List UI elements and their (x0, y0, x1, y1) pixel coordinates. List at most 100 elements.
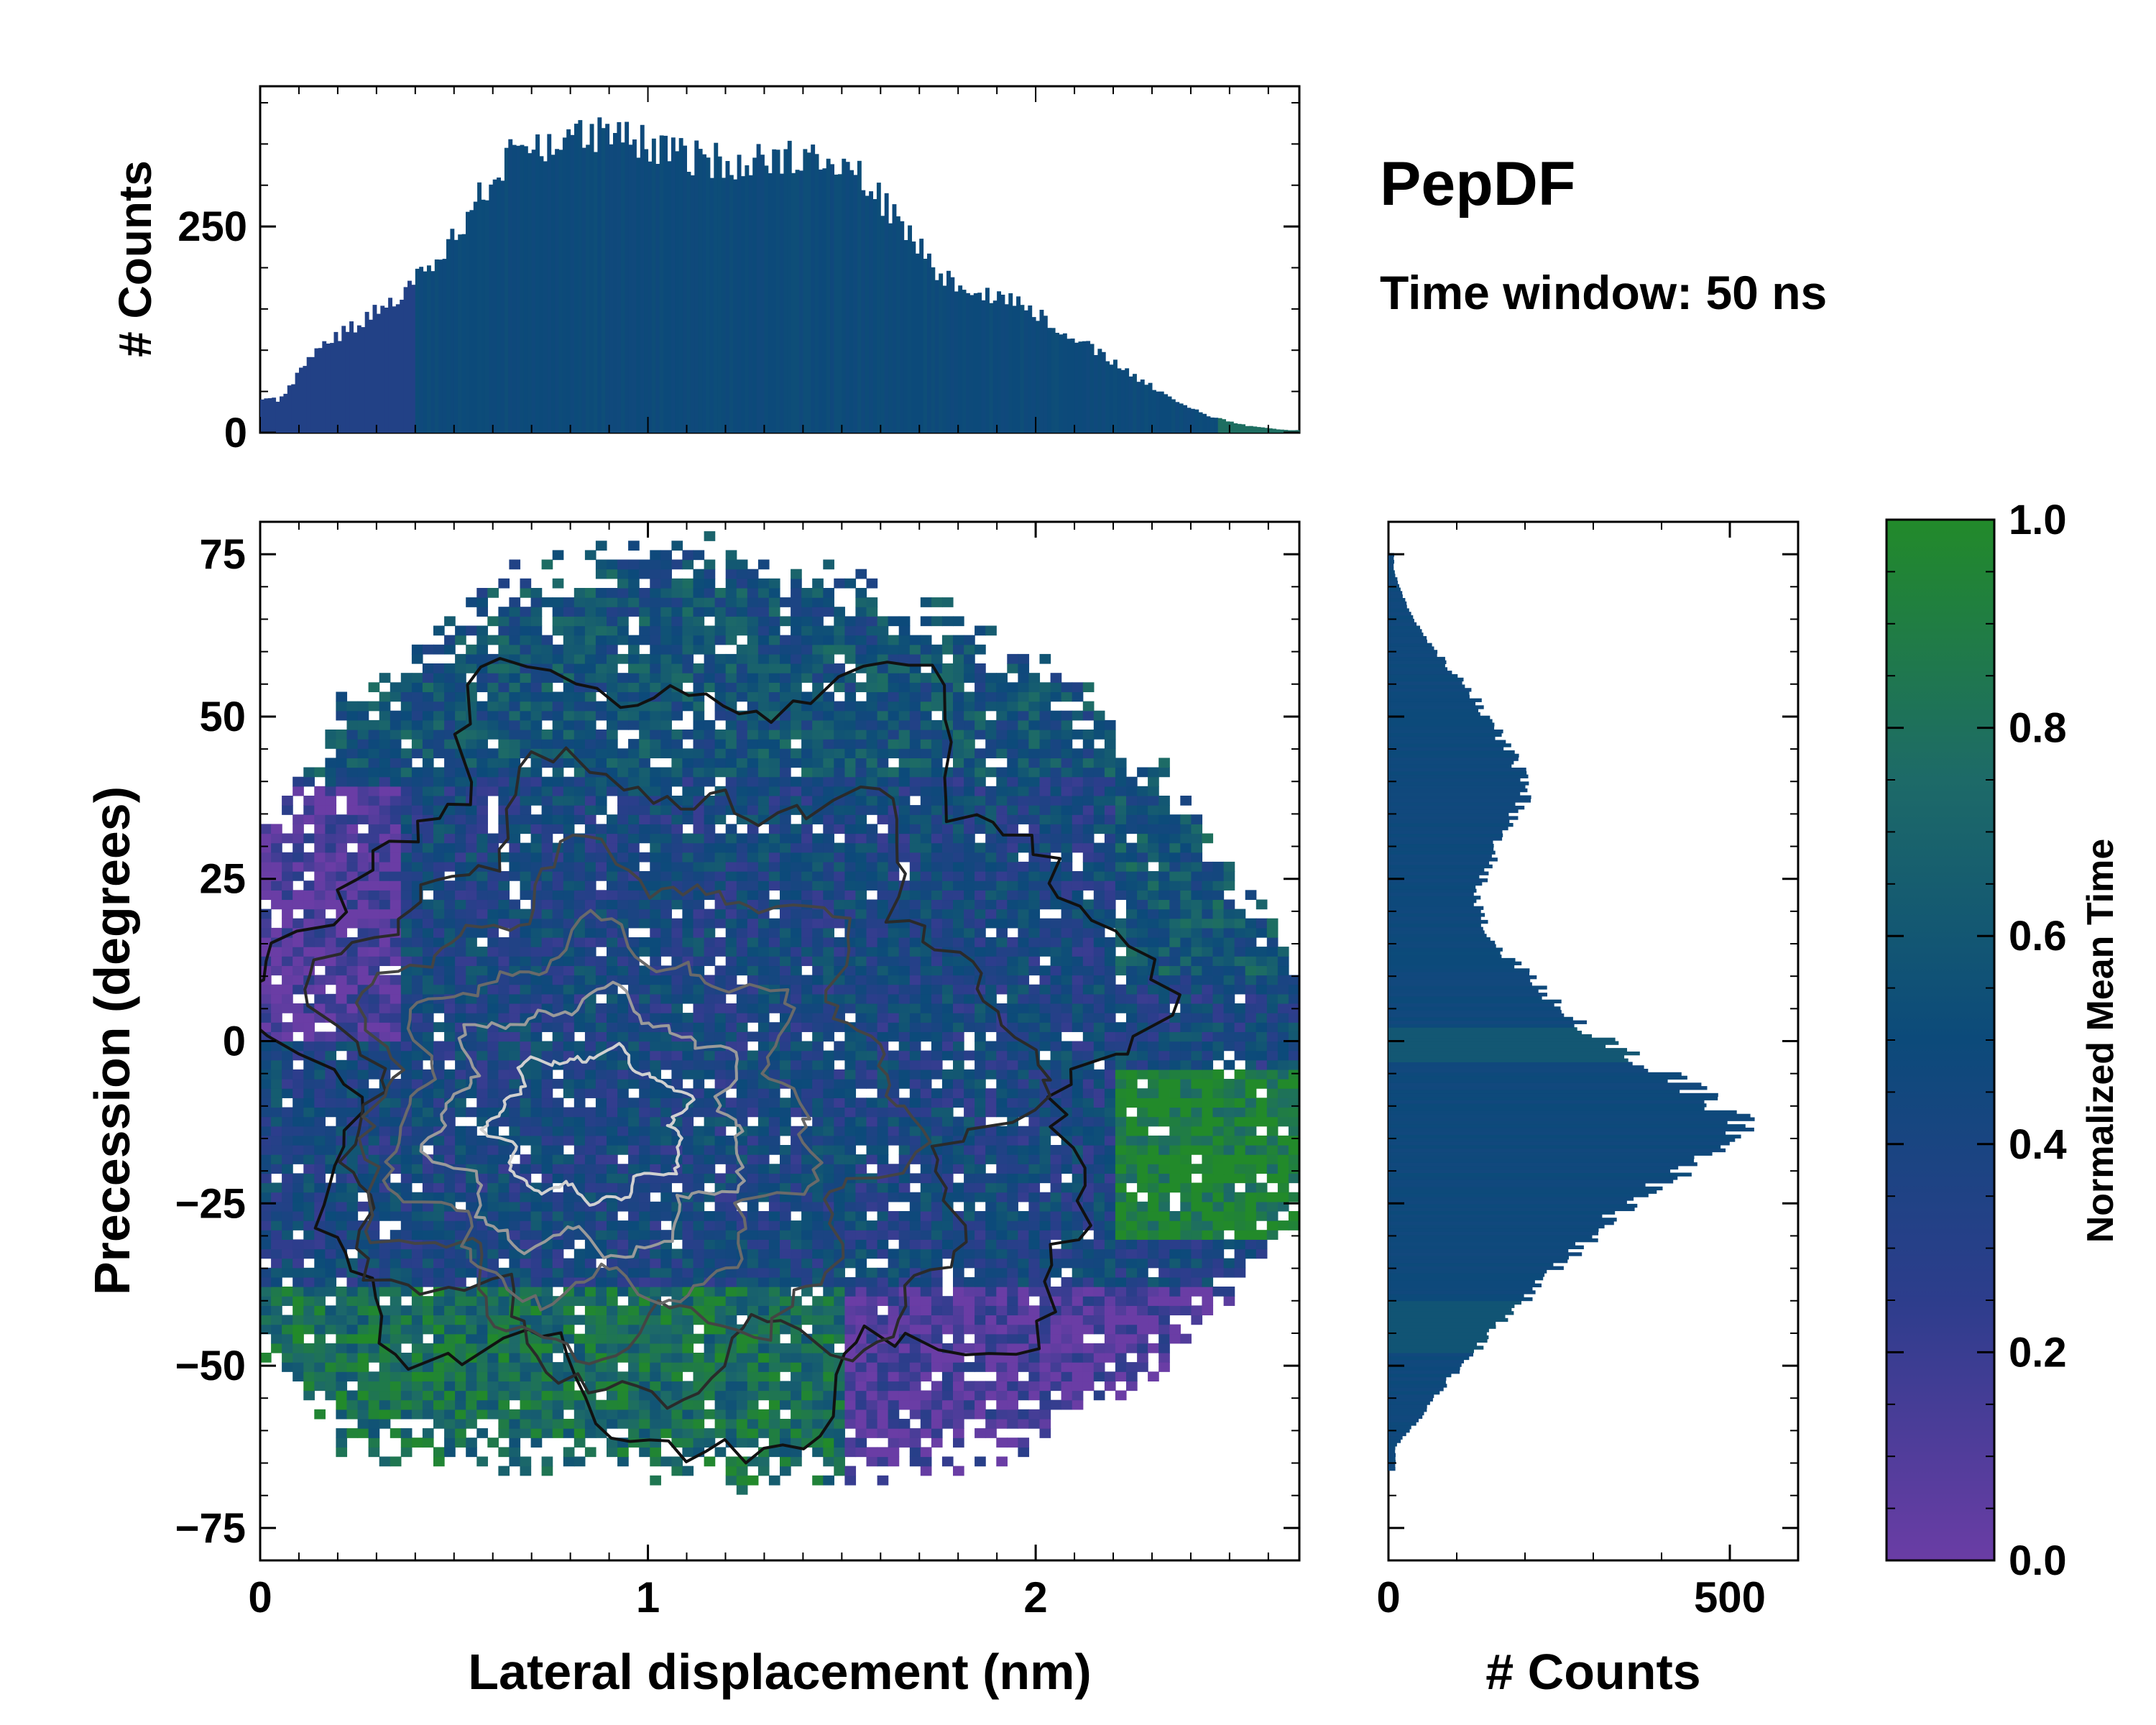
heatmap-cell (931, 1276, 943, 1287)
heatmap-cell (639, 1353, 650, 1363)
heatmap-cell (639, 1390, 650, 1401)
heatmap-cell (985, 993, 997, 1004)
heatmap-cell (801, 1201, 813, 1212)
heatmap-cell (1202, 1107, 1214, 1118)
heatmap-cell (747, 1079, 759, 1089)
heatmap-cell (411, 1220, 423, 1230)
heatmap-cell (660, 1154, 672, 1164)
heatmap-cell (552, 1201, 564, 1212)
heatmap-cell (303, 1098, 315, 1108)
heatmap-cell (877, 1107, 889, 1118)
heatmap-cell (866, 1296, 878, 1306)
heatmap-cell (292, 1022, 304, 1032)
heatmap-cell (1202, 1079, 1214, 1089)
heatmap-cell (964, 965, 975, 976)
heatmap-cell (303, 1164, 315, 1174)
heatmap-cell (455, 1381, 466, 1392)
heatmap-cell (791, 1031, 802, 1042)
top-hist-bar (927, 253, 931, 433)
heatmap-cell (541, 1287, 553, 1297)
heatmap-cell (260, 1079, 272, 1089)
heatmap-cell (682, 1466, 694, 1476)
heatmap-cell (964, 1192, 975, 1202)
heatmap-cell (768, 1164, 780, 1174)
top-hist-bar (597, 117, 602, 433)
heatmap-cell (1212, 1230, 1225, 1240)
heatmap-cell (422, 1220, 434, 1230)
heatmap-cell (1082, 1371, 1095, 1382)
heatmap-cell (834, 1456, 845, 1467)
heatmap-cell (975, 1154, 986, 1164)
heatmap-cell (996, 956, 1008, 967)
heatmap-cell (866, 1456, 878, 1467)
heatmap-cell (834, 1419, 845, 1429)
heatmap-cell (888, 1022, 900, 1032)
heatmap-cell (1245, 1220, 1257, 1230)
heatmap-cell (996, 1239, 1008, 1250)
heatmap-cell (1082, 1362, 1095, 1372)
heatmap-cell (282, 1220, 293, 1230)
heatmap-cell (1072, 1333, 1084, 1344)
heatmap-cell (1082, 1305, 1095, 1316)
top-hist-bar (1237, 423, 1242, 433)
heatmap-cell (455, 1371, 466, 1382)
heatmap-cell (520, 956, 532, 967)
heatmap-cell (866, 1022, 878, 1032)
heatmap-cell (476, 1059, 488, 1070)
heatmap-cell (791, 1173, 802, 1184)
heatmap-cell (964, 1069, 975, 1080)
heatmap-cell (909, 1041, 921, 1052)
heatmap-cell (725, 956, 737, 967)
heatmap-cell (1115, 1362, 1127, 1372)
heatmap-cell (282, 1315, 293, 1325)
heatmap-cell (985, 1428, 997, 1438)
heatmap-cell (444, 975, 456, 985)
heatmap-cell (552, 965, 564, 976)
heatmap-cell (563, 1230, 575, 1240)
heatmap-cell (682, 975, 694, 985)
heatmap-cell (791, 1438, 802, 1448)
heatmap-cell (303, 1296, 315, 1306)
heatmap-cell (780, 965, 791, 976)
heatmap-cell (1234, 937, 1246, 947)
heatmap-cell (390, 975, 402, 985)
heatmap-cell (704, 1248, 716, 1259)
heatmap-cell (584, 1041, 596, 1052)
heatmap-cell (866, 1041, 878, 1052)
heatmap-cell (282, 1258, 293, 1269)
heatmap-cell (834, 1145, 845, 1155)
heatmap-cell (975, 1333, 986, 1344)
heatmap-cell (1212, 993, 1225, 1004)
heatmap-cell (390, 1456, 402, 1467)
heatmap-cell (704, 1107, 716, 1118)
heatmap-cell (747, 1371, 759, 1382)
heatmap-cell (920, 1371, 932, 1382)
heatmap-cell (1169, 1098, 1181, 1108)
heatmap-cell (931, 1296, 943, 1306)
heatmap-cell (1018, 1305, 1030, 1316)
heatmap-cell (1039, 1248, 1051, 1259)
heatmap-cell (617, 1013, 629, 1023)
heatmap-cell (768, 1230, 780, 1240)
heatmap-cell (573, 1135, 586, 1146)
heatmap-cell (520, 1088, 532, 1098)
heatmap-cell (314, 1296, 326, 1306)
heatmap-cell (639, 1031, 650, 1042)
heatmap-cell (953, 1362, 964, 1372)
heatmap-cell (584, 947, 596, 957)
heatmap-cell (573, 1107, 586, 1118)
heatmap-cell (1137, 1013, 1148, 1023)
top-hist-bar (555, 149, 559, 433)
heatmap-cell (823, 947, 834, 957)
heatmap-cell (1212, 1211, 1225, 1221)
top-hist-bar (706, 157, 711, 433)
heatmap-cell (898, 1353, 911, 1363)
heatmap-cell (834, 1466, 845, 1476)
heatmap-cell (552, 1211, 564, 1221)
heatmap-cell (1180, 1107, 1192, 1118)
heatmap-cell (520, 1201, 532, 1212)
heatmap-cell (433, 1050, 445, 1061)
heatmap-cell (996, 1098, 1008, 1108)
heatmap-cell (271, 1276, 282, 1287)
